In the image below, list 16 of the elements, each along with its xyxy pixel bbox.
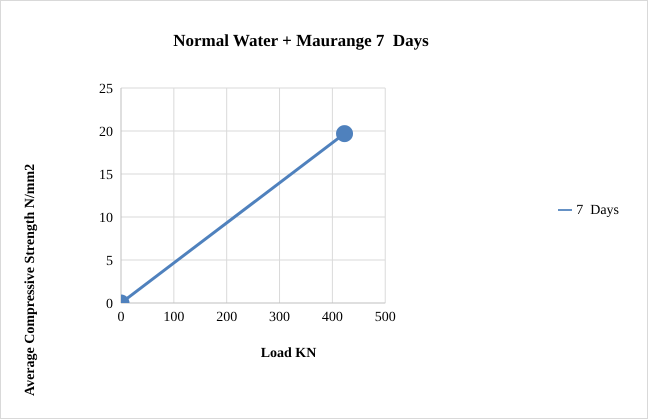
chart-title: Normal Water + Maurange 7 Days: [172, 31, 430, 51]
x-tick-label: 500: [374, 310, 396, 325]
y-tick-label: 5: [106, 254, 113, 269]
x-tick-label: 100: [163, 310, 184, 325]
x-axis-title: Load KN: [260, 346, 318, 362]
y-tick-label: 25: [99, 82, 113, 97]
y-axis-title: Average Compressive Strength N/mm2: [23, 164, 39, 396]
x-tick-label: 0: [118, 310, 124, 325]
y-tick-label: 20: [99, 124, 113, 140]
y-tick-label: 10: [99, 210, 113, 226]
x-tick-label: 400: [322, 310, 343, 325]
y-tick-label: 0: [106, 296, 113, 312]
x-tick-label: 200: [216, 310, 238, 325]
y-tick-label: 15: [99, 168, 113, 183]
x-tick-label: 300: [269, 310, 290, 325]
legend-label: 7 Days: [576, 202, 619, 218]
